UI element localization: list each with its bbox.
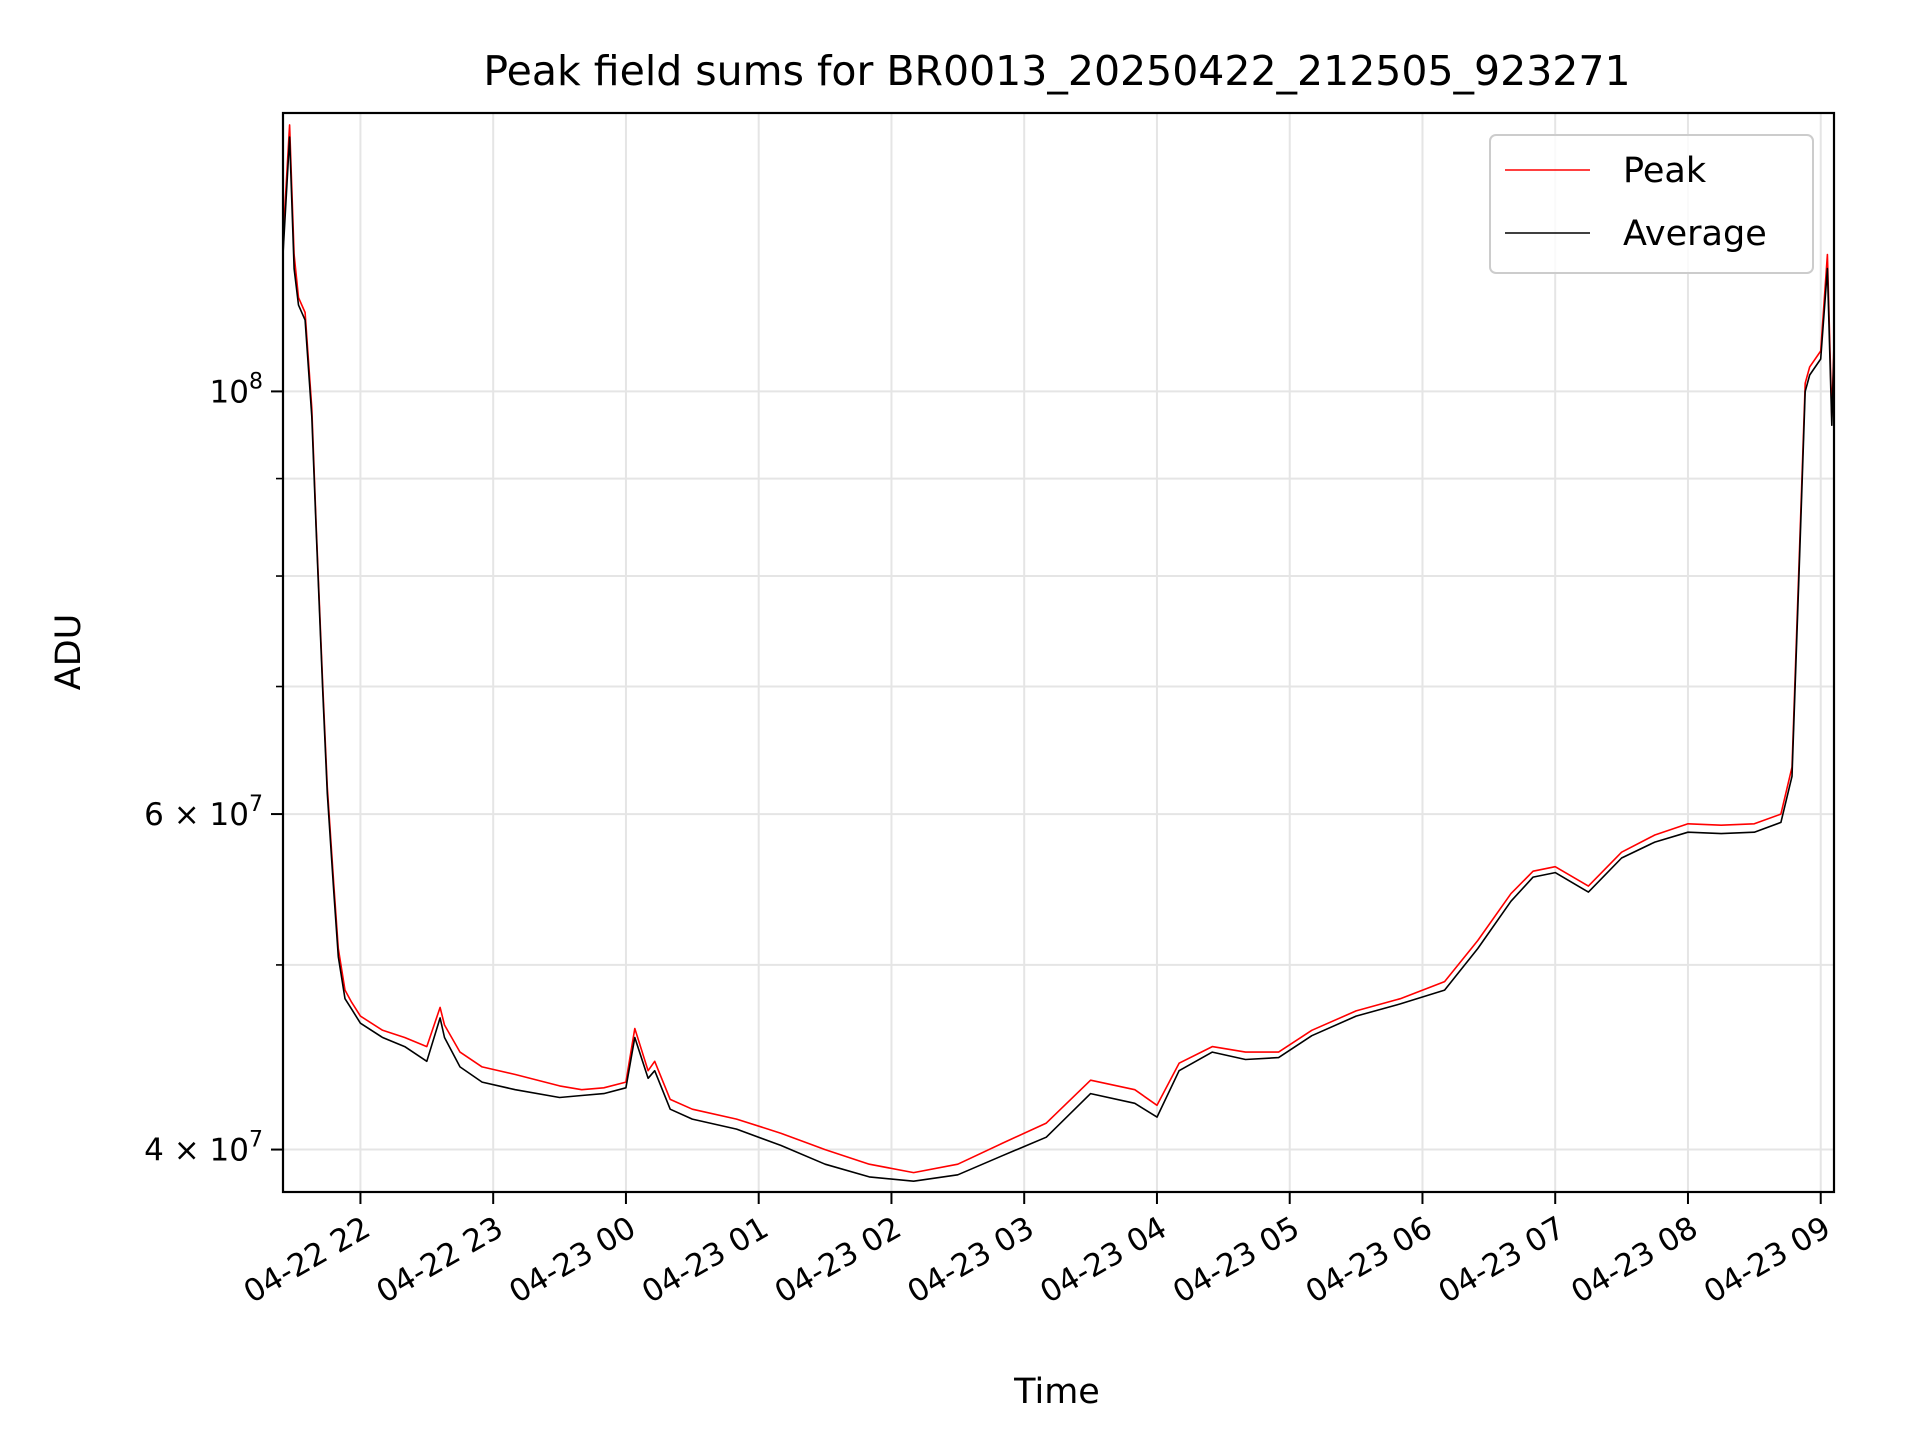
y-tick-label: 6 × 107 [144, 792, 263, 833]
y-axis-label: ADU [49, 614, 89, 691]
legend: Peak Average [1489, 134, 1814, 274]
series-layer [283, 124, 1834, 1182]
y-tick-label: 4 × 107 [144, 1128, 263, 1169]
legend-label-peak: Peak [1623, 151, 1707, 191]
plot-frame [281, 111, 1836, 1194]
y-axis-ticks: 4 × 107 6 × 107 108 [144, 369, 283, 1169]
series-line-average [283, 136, 1834, 1182]
y-tick-label: 108 [210, 369, 263, 410]
x-axis-label: Time [1013, 1372, 1100, 1412]
series-line-peak [283, 124, 1834, 1174]
grid-lines [283, 113, 1834, 1192]
chart-title: Peak field sums for BR0013_20250422_2125… [483, 47, 1630, 95]
legend-label-average: Average [1623, 214, 1767, 254]
